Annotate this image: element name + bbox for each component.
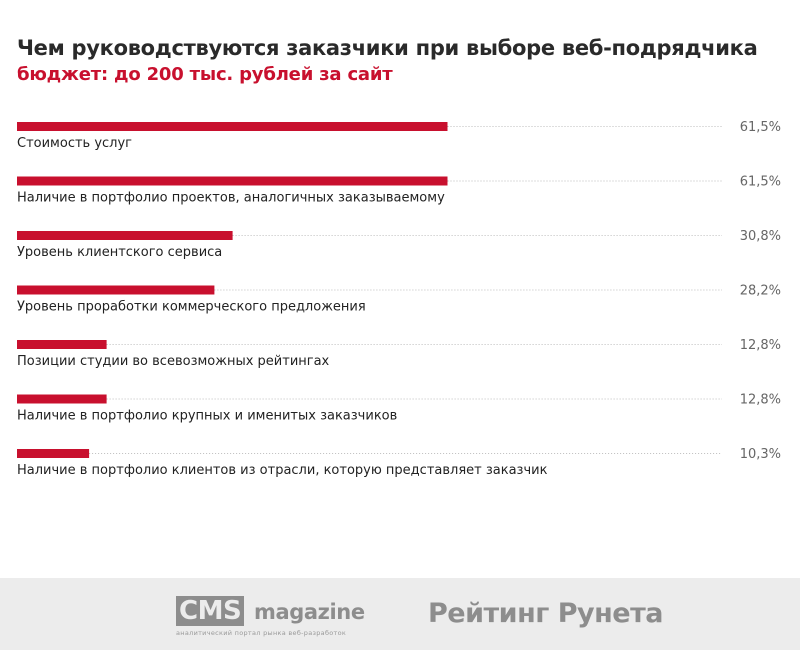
bar — [17, 176, 448, 186]
bar-category-label: Уровень клиентского сервиса — [17, 245, 222, 260]
chart-subtitle: бюджет: до 200 тыс. рублей за сайт — [17, 64, 393, 85]
chart-title: Чем руководствуются заказчики при выборе… — [17, 36, 758, 60]
bar — [17, 340, 107, 349]
bar-chart: Стоимость услуг 61,5% Наличие в портфолио … — [17, 120, 781, 478]
bar-value-label: 10,3% — [740, 447, 781, 462]
bar-value-label: 12,8% — [740, 393, 781, 408]
footer: CMS magazine аналитический портал рынка … — [0, 578, 800, 650]
bar — [17, 285, 215, 295]
cms-logo-tagline: аналитический портал рынка веб-разработо… — [176, 629, 347, 637]
bar-category-label: Наличие в портфолио клиентов из отрасли,… — [17, 463, 548, 478]
bar-category-label: Позиции студии во всевозможных рейтингах — [17, 354, 330, 369]
cms-logo-box: CMS — [176, 596, 245, 626]
bar — [17, 394, 107, 404]
bar-value-label: 61,5% — [740, 175, 781, 190]
bar-value-label: 30,8% — [740, 229, 781, 244]
bar — [17, 449, 90, 458]
bar-category-label: Уровень проработки коммерческого предлож… — [17, 300, 366, 315]
bar-category-label: Наличие в портфолио крупных и именитых з… — [17, 409, 397, 424]
bar-value-label: 12,8% — [740, 338, 781, 353]
bar-value-label: 28,2% — [740, 284, 781, 299]
bar-category-label: Наличие в портфолио проектов, аналогичны… — [17, 191, 445, 206]
cms-logo-word: magazine — [254, 600, 365, 624]
bar-category-label: Стоимость услуг — [17, 136, 132, 151]
bar-value-label: 61,5% — [740, 120, 781, 135]
bar — [17, 231, 233, 240]
runet-rating-logo[interactable]: Рейтинг Рунета — [428, 598, 663, 629]
bar — [17, 122, 448, 131]
